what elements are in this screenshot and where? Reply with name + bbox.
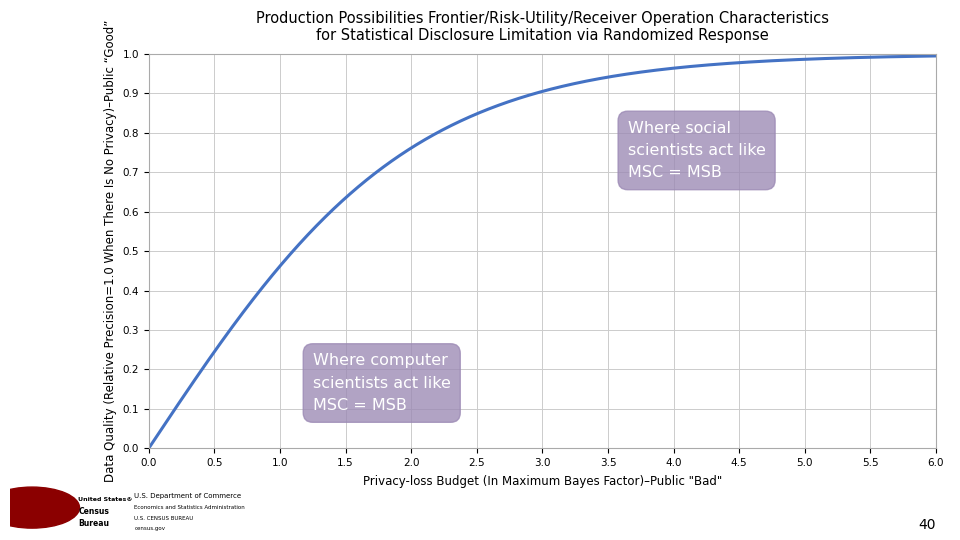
Circle shape [0,487,80,528]
Text: 40: 40 [919,518,936,532]
Title: Production Possibilities Frontier/Risk-Utility/Receiver Operation Characteristic: Production Possibilities Frontier/Risk-U… [256,11,828,43]
Y-axis label: Data Quality (Relative Precision=1.0 When There Is No Privacy)–Public “Good”: Data Quality (Relative Precision=1.0 Whe… [104,20,117,482]
Text: U.S. CENSUS BUREAU: U.S. CENSUS BUREAU [134,516,194,521]
Text: United States®: United States® [79,497,132,502]
Text: Where social
scientists act like
MSC = MSB: Where social scientists act like MSC = M… [628,121,765,180]
Text: Economics and Statistics Administration: Economics and Statistics Administration [134,505,245,510]
Text: U.S. Department of Commerce: U.S. Department of Commerce [134,492,242,499]
Text: Where computer
scientists act like
MSC = MSB: Where computer scientists act like MSC =… [313,353,450,413]
Text: Census: Census [79,508,109,516]
X-axis label: Privacy-loss Budget (In Maximum Bayes Factor)–Public "Bad": Privacy-loss Budget (In Maximum Bayes Fa… [363,475,722,488]
Text: Bureau: Bureau [79,519,109,528]
Text: census.gov: census.gov [134,525,165,531]
